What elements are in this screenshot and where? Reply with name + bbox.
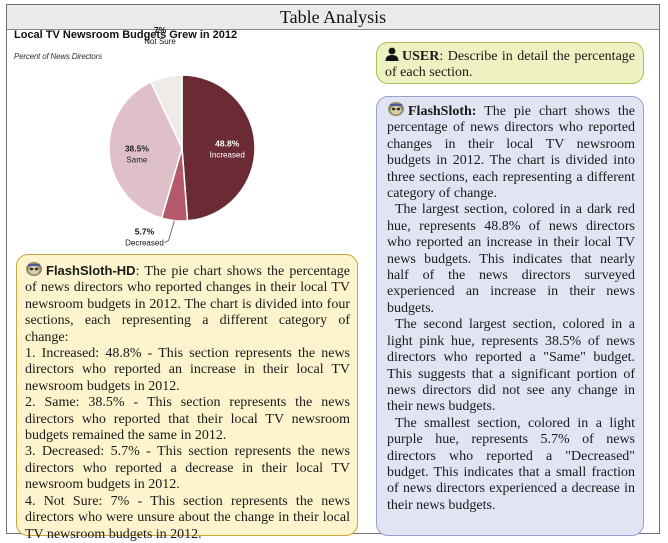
sloth-avatar-icon: [387, 101, 405, 117]
pie-value-label: 7%: [154, 25, 167, 35]
pie-value-label: 48.8%: [215, 138, 240, 148]
hd-item-1: 1. Increased: 48.8% - This section repre…: [25, 346, 350, 394]
chart-title: Local TV Newsroom Budgets Grew in 2012: [14, 29, 238, 41]
pie-category-label: Decreased: [125, 239, 164, 248]
hd-item-4: 4. Not Sure: 7% - This section represent…: [25, 493, 350, 542]
pie-category-label: Not Sure: [144, 37, 176, 46]
fs-intro-text: The pie chart shows the percentage of ne…: [387, 104, 635, 202]
fs-speaker-name: FlashSloth:: [408, 104, 477, 119]
pie-value-label: 38.5%: [125, 144, 150, 154]
chart-subtitle: Percent of News Directors: [14, 52, 102, 61]
pie-category-label: Same: [126, 156, 147, 165]
user-speaker-name: USER: [402, 49, 440, 64]
fs-intro: FlashSloth: The pie chart shows the perc…: [387, 101, 635, 202]
pie-slice-increased: [181, 74, 256, 222]
user-prompt-box: USER: Describe in detail the percentage …: [376, 42, 644, 84]
hd-item-2: 2. Same: 38.5% - This section represents…: [25, 395, 350, 444]
pie-slice-same: [108, 80, 183, 220]
user-prompt-text: : Describe in detail the percentage of e…: [385, 49, 635, 81]
pie-category-label: Increased: [210, 150, 245, 159]
flashsloth-response: FlashSloth: The pie chart shows the perc…: [376, 96, 644, 536]
page-title: Table Analysis: [7, 5, 659, 30]
fs-paragraph-2: The second largest section, colored in a…: [387, 317, 635, 415]
pie-value-label: 5.7%: [135, 227, 155, 237]
hd-item-3: 3. Decreased: 5.7% - This section repres…: [25, 444, 350, 493]
sloth-avatar-icon: [25, 261, 43, 277]
hd-intro-text: : The pie chart shows the percentage of …: [25, 264, 350, 345]
user-silhouette-icon: [385, 47, 399, 61]
pie-slice-not-sure: [149, 74, 183, 149]
flashsloth-hd-response: FlashSloth-HD: The pie chart shows the p…: [16, 254, 358, 542]
fs-paragraph-3: The smallest section, colored in a light…: [387, 415, 635, 513]
hd-speaker-name: FlashSloth-HD: [46, 263, 136, 278]
pie-slices: [108, 74, 256, 222]
pie-labels: 48.8% Increased 5.7% Decreased 38.5% Same 7% No…: [125, 25, 245, 248]
fs-paragraph-1: The largest section, colored in a dark r…: [387, 202, 635, 316]
hd-intro: FlashSloth-HD: The pie chart shows the p…: [25, 261, 350, 346]
pie-leader-line: [164, 220, 175, 243]
